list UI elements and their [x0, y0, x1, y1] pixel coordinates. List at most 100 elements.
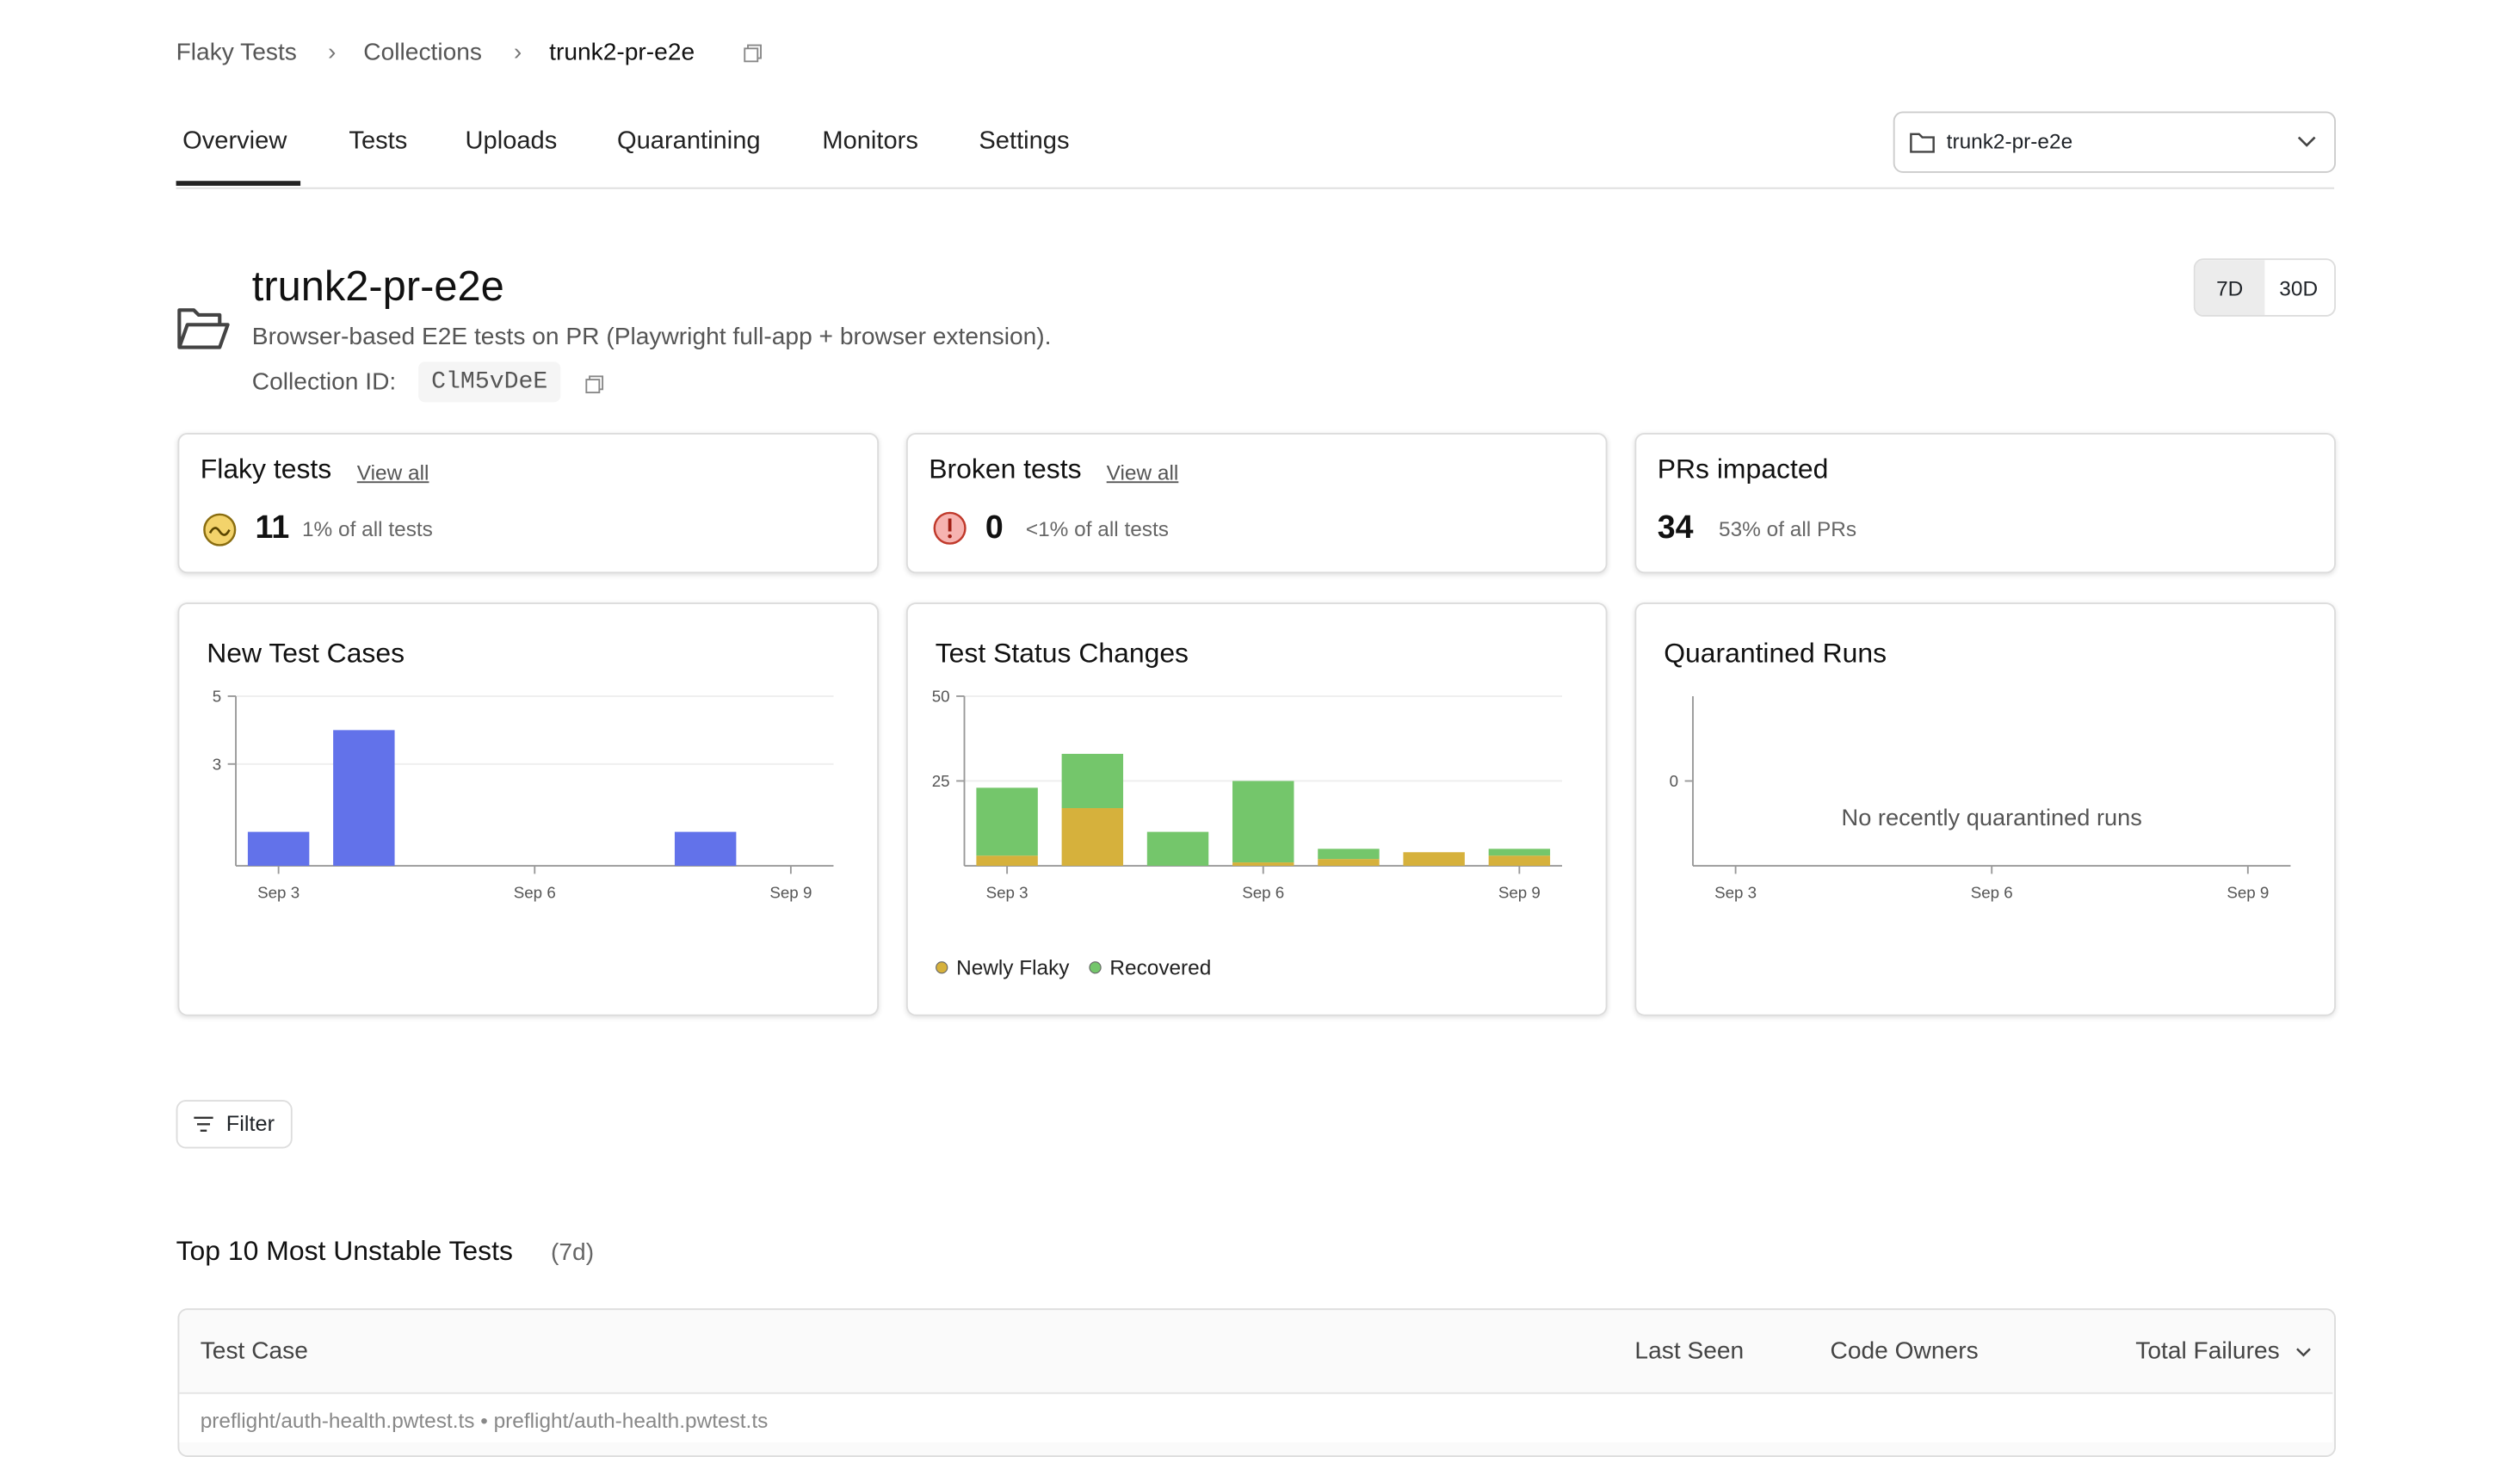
legend-label: Newly Flaky	[956, 957, 1070, 980]
bar-segment	[1488, 849, 1551, 856]
bar-segment	[976, 787, 1038, 856]
bar-segment	[1232, 781, 1294, 863]
collection-title: trunk2-pr-e2e	[251, 262, 504, 311]
chart: Quarantined Runs 0 Sep 3 Sep 6 Sep 9 No recen…	[1664, 638, 2291, 902]
chart-title: Test Status Changes	[936, 638, 1189, 669]
tab[interactable]: Quarantining	[616, 127, 761, 156]
chart-card: New Test Cases 3 5 Sep 3 Sep 6 Sep 9	[177, 602, 880, 1016]
filter-icon	[194, 1116, 213, 1133]
bar-segment	[1232, 862, 1294, 867]
x-tick-label: Sep 3	[986, 884, 1028, 902]
chevron	[2297, 136, 2316, 147]
bar-segment	[1146, 831, 1209, 867]
tab[interactable]: Tests	[349, 127, 408, 156]
bar-segment	[1403, 852, 1465, 867]
x-tick-label: Sep 9	[2227, 884, 2269, 902]
folder-icon	[1910, 133, 1935, 153]
bar	[333, 730, 395, 867]
select-value: trunk2-pr-e2e	[1946, 129, 2073, 154]
test-case: preflight/auth-health.pwtest.ts • prefli…	[200, 1408, 769, 1433]
toggle-option[interactable]: 30D	[2279, 275, 2319, 301]
legend-swatch	[936, 961, 948, 974]
view-all-link[interactable]: View all	[1106, 460, 1179, 485]
empty-message: No recently quarantined runs	[1842, 804, 2142, 830]
bar	[674, 831, 737, 867]
collection-select[interactable]: trunk2-pr-e2e	[1893, 111, 2336, 173]
breadcrumb[interactable]: Flaky Tests	[176, 39, 297, 66]
chart-card: Test Status Changes 25 50 Sep 3 Sep 6 Sep 9 Ne…	[905, 602, 1608, 1016]
x-tick-label: Sep 6	[1971, 884, 2013, 902]
tab[interactable]: Settings	[979, 127, 1070, 156]
range-toggle: 7D 30D	[2193, 258, 2336, 317]
chart-title: New Test Cases	[207, 638, 405, 669]
copy-icon[interactable]	[584, 374, 604, 394]
bar-segment	[1318, 859, 1380, 867]
chart: Test Status Changes 25 50 Sep 3 Sep 6 Sep 9 Ne…	[932, 638, 1562, 980]
chart: New Test Cases 3 5 Sep 3 Sep 6 Sep 9	[207, 638, 834, 902]
x-tick-label: Sep 6	[1242, 884, 1284, 902]
column-header[interactable]: Total Failures	[2135, 1337, 2280, 1365]
legend-swatch	[1089, 961, 1102, 974]
stat-value: 0	[985, 510, 1004, 546]
bar-segment	[1061, 753, 1124, 809]
stat-value: 11	[255, 510, 290, 546]
stat-note: 53% of all PRs	[1719, 516, 1857, 541]
stat-card: PRs impacted 34 53% of all PRs	[1634, 433, 2336, 574]
chart-title: Quarantined Runs	[1664, 638, 1887, 669]
bar-segment	[976, 855, 1038, 867]
x-tick-label: Sep 9	[769, 884, 812, 902]
y-tick-label: 50	[932, 688, 950, 706]
y-tick-label: 0	[1670, 772, 1678, 790]
id-label: Collection ID:	[251, 367, 397, 396]
bar-segment	[1061, 808, 1124, 867]
stat-title: Broken tests	[929, 454, 1082, 485]
table-title-note: (7d)	[551, 1238, 595, 1267]
bar-segment	[1488, 855, 1551, 867]
stat-note: 1% of all tests	[301, 516, 433, 541]
stat-title: PRs impacted	[1657, 454, 1829, 485]
toggle-option[interactable]: 7D	[2216, 275, 2244, 301]
column-header: Code Owners	[1830, 1337, 1979, 1365]
legend-label: Recovered	[1109, 957, 1211, 980]
stat-card: Flaky tests View all 11 1% of all tests	[177, 433, 880, 574]
x-tick-label: Sep 3	[1714, 884, 1757, 902]
tab-rule	[176, 187, 2335, 189]
separator: ›	[513, 39, 522, 66]
sort-icon	[2296, 1348, 2311, 1357]
y-tick-label: 25	[932, 772, 950, 790]
y-tick-label: 3	[213, 755, 221, 773]
table-title: Top 10 Most Unstable Tests	[176, 1235, 513, 1267]
stat-card: Broken tests View all 0 <1% of all tests	[905, 433, 1608, 574]
chart-card: Quarantined Runs 0 Sep 3 Sep 6 Sep 9 No recen…	[1634, 602, 2336, 1016]
active-option	[2195, 260, 2265, 315]
tab[interactable]: Overview	[182, 127, 287, 156]
broken-icon	[933, 511, 967, 545]
stat-value: 34	[1657, 510, 1694, 546]
y-tick-label: 5	[213, 688, 221, 706]
x-tick-label: Sep 6	[514, 884, 556, 902]
collection-description: Browser-based E2E tests on PR (Playwrigh…	[251, 323, 1052, 351]
separator: ›	[328, 39, 337, 66]
tab[interactable]: Uploads	[465, 127, 558, 156]
table-rule	[179, 1392, 2333, 1394]
column-header: Last Seen	[1634, 1337, 1745, 1365]
filter-label: Filter	[225, 1111, 275, 1136]
collection-id: ClM5vDeE	[418, 361, 561, 403]
tab-indicator	[176, 181, 301, 186]
tab[interactable]: Monitors	[822, 127, 918, 156]
stat-note: <1% of all tests	[1025, 516, 1169, 541]
bar	[247, 831, 310, 867]
column-header: Test Case	[200, 1337, 308, 1365]
bar-segment	[1318, 849, 1380, 860]
flaky-icon	[203, 513, 237, 546]
filter-button[interactable]: Filter	[176, 1100, 293, 1149]
view-all-link[interactable]: View all	[356, 460, 429, 485]
folder-open-icon	[177, 308, 230, 349]
x-tick-label: Sep 9	[1498, 884, 1541, 902]
stat-title: Flaky tests	[200, 454, 332, 485]
copy-icon[interactable]	[743, 44, 763, 64]
breadcrumb[interactable]: Collections	[363, 39, 483, 66]
breadcrumb: trunk2-pr-e2e	[549, 39, 695, 66]
